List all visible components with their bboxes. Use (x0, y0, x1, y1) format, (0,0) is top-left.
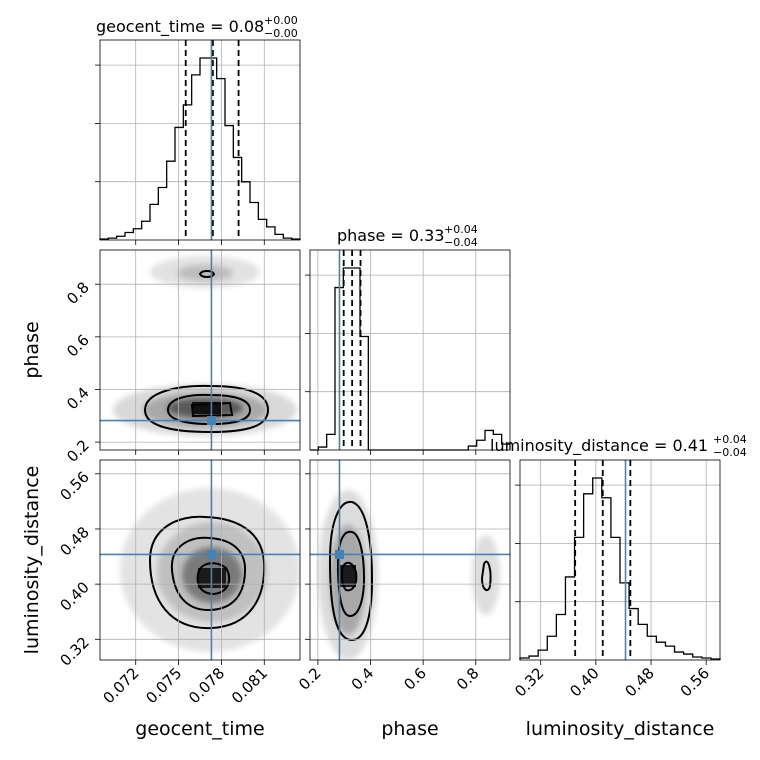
x-axis-label-phase: phase (381, 718, 438, 740)
x-tick-label: 0.40 (566, 664, 602, 700)
y-tick-label: 0.2 (63, 436, 93, 466)
y-axis-label-luminosity_distance: luminosity_distance (21, 466, 43, 655)
x-tick-label: 0.6 (400, 664, 430, 694)
y-tick-label: 0.48 (56, 523, 92, 559)
x-tick-label: 0.078 (185, 664, 228, 707)
y-tick-label: 0.40 (56, 578, 92, 614)
truth-marker (206, 416, 216, 426)
svg-text:geocent_time = 0.08: geocent_time = 0.08 (96, 17, 264, 37)
panel-1-1 (305, 249, 511, 455)
y-tick-label: 0.32 (56, 633, 92, 669)
x-tick-label: 0.2 (295, 664, 325, 694)
contours-geocent-phase (143, 270, 270, 434)
title-phase: phase = 0.33 +0.04 −0.04 (337, 223, 478, 249)
scatter-cloud-geocent-phase (113, 256, 297, 436)
svg-text:−0.04: −0.04 (713, 446, 747, 459)
histogram-geocent_time (99, 57, 301, 240)
y-tick-label: 0.4 (63, 384, 93, 414)
panel-frame (309, 459, 511, 661)
x-tick-label: 0.56 (677, 664, 713, 700)
x-tick-label: 0.32 (511, 664, 547, 700)
y-tick-label: 0.8 (63, 278, 93, 308)
truth-marker (334, 549, 344, 559)
panel-frame (519, 459, 721, 661)
y-tick-label: 0.6 (63, 331, 93, 361)
panel-frame (99, 39, 301, 241)
scatter-cloud-phase-distance (318, 490, 500, 660)
x-tick-label: 0.075 (142, 664, 185, 707)
svg-text:luminosity_distance = 0.41: luminosity_distance = 0.41 (490, 436, 708, 456)
truth-marker (206, 549, 216, 559)
x-tick-label: 0.4 (348, 664, 378, 694)
svg-text:+0.04: +0.04 (444, 223, 478, 236)
title-geocent-time: geocent_time = 0.08 +0.00 −0.00 (96, 14, 298, 40)
x-tick-label: 0.081 (228, 664, 271, 707)
svg-text:−0.00: −0.00 (264, 27, 298, 40)
panel-2-2: 0.32 0.40 0.48 0.56 (511, 459, 721, 700)
svg-text:+0.00: +0.00 (264, 14, 298, 27)
x-tick-label: 0.072 (99, 664, 142, 707)
title-luminosity-distance: luminosity_distance = 0.41 +0.04 −0.04 (490, 433, 747, 459)
x-axis-label-luminosity_distance: luminosity_distance (526, 718, 715, 740)
panel-0-0 (95, 39, 301, 245)
y-axis-label-phase: phase (21, 321, 43, 378)
x-tick-label: 0.8 (453, 664, 483, 694)
x-tick-label: 0.48 (622, 664, 658, 700)
svg-text:−0.04: −0.04 (444, 236, 478, 249)
panel-frame (99, 249, 301, 451)
panel-frame (309, 249, 511, 451)
panel-frame (99, 459, 301, 661)
x-axis-label-geocent_time: geocent_time (135, 718, 264, 740)
y-tick-label: 0.56 (56, 468, 92, 504)
histogram-luminosity_distance (519, 477, 721, 660)
chart-dynamic-layer: 0.20.40.60.80.072 0.075 0.078 0.0810.320.40… (21, 39, 721, 740)
svg-text:+0.04: +0.04 (713, 433, 747, 446)
svg-text:phase = 0.33: phase = 0.33 (337, 226, 444, 245)
